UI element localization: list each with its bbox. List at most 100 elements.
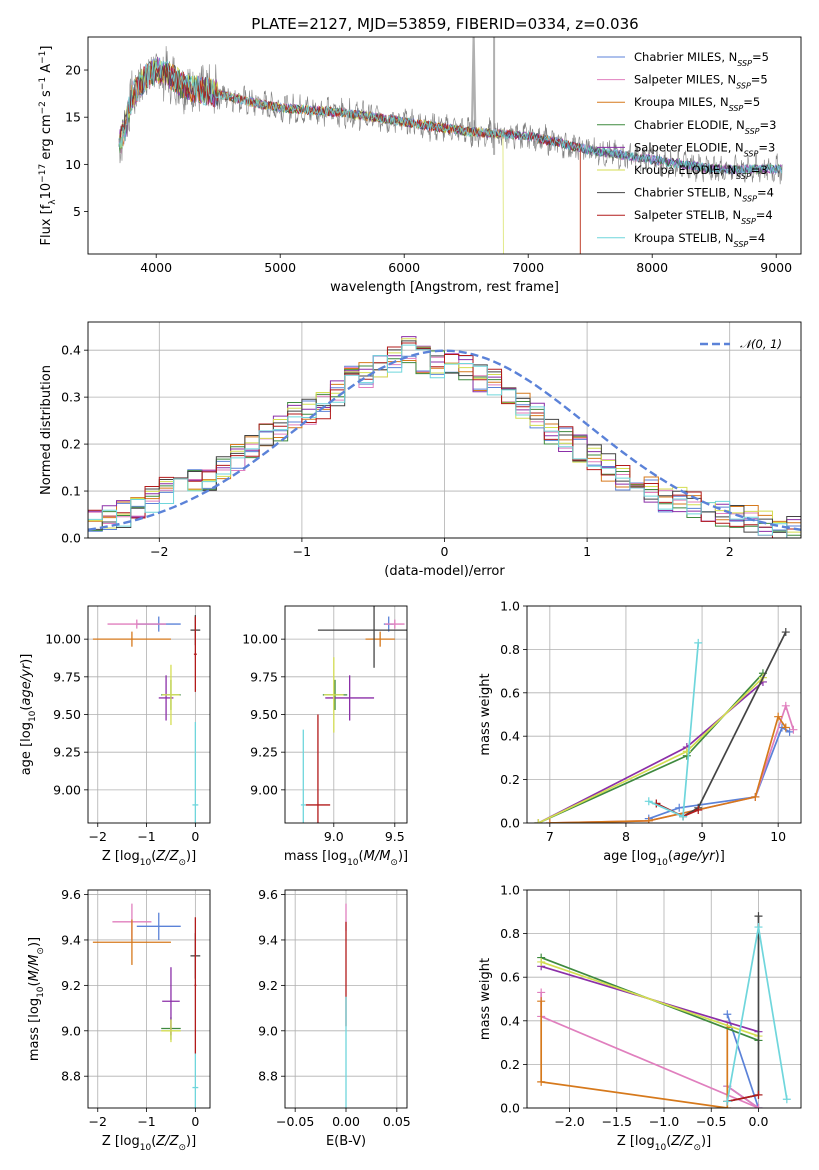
label-part: 10 <box>347 858 359 868</box>
weight-line-chabrier-stelib <box>656 631 787 818</box>
label-part: Z [log <box>617 1134 655 1149</box>
y-tick-label: 9.2 <box>258 978 278 993</box>
weight-marker-kroupa-miles <box>537 1077 546 1086</box>
weight-line-kroupa-miles <box>549 714 787 823</box>
y-tick-label: 9.4 <box>61 932 81 947</box>
weight-marker-kroupa-stelib <box>754 923 763 932</box>
y-tick-label: 0.6 <box>500 970 520 985</box>
label-part: λ <box>48 199 58 205</box>
plots-layer: 4000 5000 6000 7000 8000 90005101520wavelengt… <box>19 36 802 1153</box>
label-part: age [log <box>603 849 656 864</box>
axes-age_vs_mass: 9.0 9.5 9.00 9.25 9.50 9.75 10.00 mass [log10(M… <box>242 605 408 868</box>
legend-nssp-value: =4 <box>756 208 773 222</box>
label-part: 10 <box>28 710 38 722</box>
label-part: )] <box>715 849 725 864</box>
label-part: )] <box>701 1134 711 1149</box>
y-tick-label: 9.25 <box>250 745 278 760</box>
weight-marker-salpeter-miles <box>537 988 546 997</box>
weight-marker-kroupa-miles <box>781 723 790 732</box>
weight-line-kroupa-stelib <box>726 926 788 1102</box>
y-tick-label: 0.0 <box>61 531 81 546</box>
label-part: ( <box>27 981 42 986</box>
y-tick-label: 9.50 <box>250 707 278 722</box>
legend-nssp-sub: SSP <box>729 104 744 113</box>
x-tick-label: 6000 <box>388 260 420 275</box>
x-tick-label: 1 <box>583 544 591 559</box>
label-part: −2 <box>38 101 48 114</box>
weight-marker-salpeter-stelib <box>694 805 703 814</box>
y-axis-label: Flux [fλ10−17 erg cm−2 s−1 A−1] <box>38 46 58 246</box>
x-tick-label: −0.5 <box>696 1114 726 1129</box>
label-part: )] <box>186 1134 196 1149</box>
grid-lines <box>527 605 801 824</box>
label-part: Z/Z <box>155 849 179 864</box>
label-part: mass weight <box>478 673 493 755</box>
label-part: wavelength [Angstrom, rest frame] <box>330 280 559 295</box>
label-part: ( <box>151 849 156 864</box>
legend-nssp-sub: SSP <box>741 217 756 226</box>
legend-nssp-sub: SSP <box>734 239 749 248</box>
y-tick-label: 0.6 <box>500 685 520 700</box>
x-tick-label: −1 <box>137 829 155 844</box>
legend-nssp: , N <box>713 95 729 109</box>
weight-line-salpeter-stelib <box>727 1094 759 1103</box>
y-tick-label: 9.0 <box>258 1023 278 1038</box>
histogram-kroupa-stelib <box>88 344 801 538</box>
legend-entry-normal: 𝒩(0, 1) <box>740 337 782 351</box>
legend-nssp: , N <box>728 140 744 154</box>
axes-weight_vs_Z: −2.0 −1.5 −1.0 −0.5 0.0 0.0 0.2 0.4 0.6 0.8 1.0 Z [… <box>478 883 802 1153</box>
weight-marker-kroupa-stelib <box>723 1097 732 1106</box>
x-tick-label: 0.00 <box>332 1114 360 1129</box>
y-tick-label: 10 <box>65 157 81 172</box>
y-tick-label: 9.2 <box>61 978 81 993</box>
x-axis-label: Z [log10(Z/Z⊙)] <box>617 1134 711 1153</box>
legend-series-name: Chabrier ELODIE <box>634 118 729 132</box>
label-part: ( <box>359 849 364 864</box>
label-part: Normed distribution <box>39 365 54 495</box>
label-part: ⊙ <box>178 858 186 868</box>
y-axis-label: mass weight <box>478 958 493 1040</box>
legend-series-name: Salpeter ELODIE <box>634 140 728 154</box>
legend-entry-chabrier-elodie: Chabrier ELODIE, NSSP=3 <box>634 118 776 136</box>
axes-frame <box>284 889 408 1109</box>
y-tick-label: 5 <box>73 204 81 219</box>
y-axis-label: mass weight <box>478 673 493 755</box>
y-tick-label: 9.00 <box>250 782 278 797</box>
legend-nssp-value: =3 <box>758 140 775 154</box>
y-tick-label: 10.00 <box>242 632 278 647</box>
legend-nssp: , N <box>726 186 742 200</box>
y-tick-label: 0.3 <box>61 390 81 405</box>
weight-marker-kroupa-miles <box>774 712 783 721</box>
y-tick-label: 0.1 <box>61 484 81 499</box>
weight-marker-kroupa-stelib <box>694 638 703 647</box>
model-line-salpeter-stelib <box>118 61 581 254</box>
x-tick-label: 10 <box>770 829 786 844</box>
label-part: erg cm <box>39 114 54 163</box>
y-tick-label: 9.25 <box>53 745 81 760</box>
legend-entry-salpeter-elodie: Salpeter ELODIE, NSSP=3 <box>634 140 775 158</box>
label-part: (data-model)/error <box>384 564 505 579</box>
legend-entry-chabrier-stelib: Chabrier STELIB, NSSP=4 <box>634 186 774 204</box>
axes-mass_vs_Z: −2 −1 08.89.09.29.49.6Z [log10(Z/Z⊙)]mass … <box>27 887 211 1153</box>
legend-nssp: , N <box>720 163 736 177</box>
plot-area <box>537 912 791 1108</box>
y-tick-label: 0.8 <box>500 642 520 657</box>
weight-marker-chabrier-miles <box>723 1010 732 1019</box>
normal-curve <box>88 349 801 531</box>
x-tick-label: 0.05 <box>383 1114 411 1129</box>
legend-nssp: , N <box>721 50 737 64</box>
masked-line-halpha <box>470 37 477 141</box>
label-part: E(B-V) <box>326 1134 366 1149</box>
label-part: Z [log <box>102 1134 140 1149</box>
legend-nssp-value: =3 <box>760 118 777 132</box>
weight-line-chabrier-miles <box>726 1013 760 1108</box>
legend-nssp-value: =5 <box>743 95 760 109</box>
label-part: ⊙ <box>390 858 398 868</box>
label-part: ( <box>19 706 34 711</box>
x-tick-label: 8000 <box>636 260 668 275</box>
label-part: M/M <box>27 955 42 982</box>
x-axis-label: (data-model)/error <box>384 564 505 579</box>
label-part: A <box>39 64 54 77</box>
legend-entry-kroupa-stelib: Kroupa STELIB, NSSP=4 <box>634 231 765 249</box>
